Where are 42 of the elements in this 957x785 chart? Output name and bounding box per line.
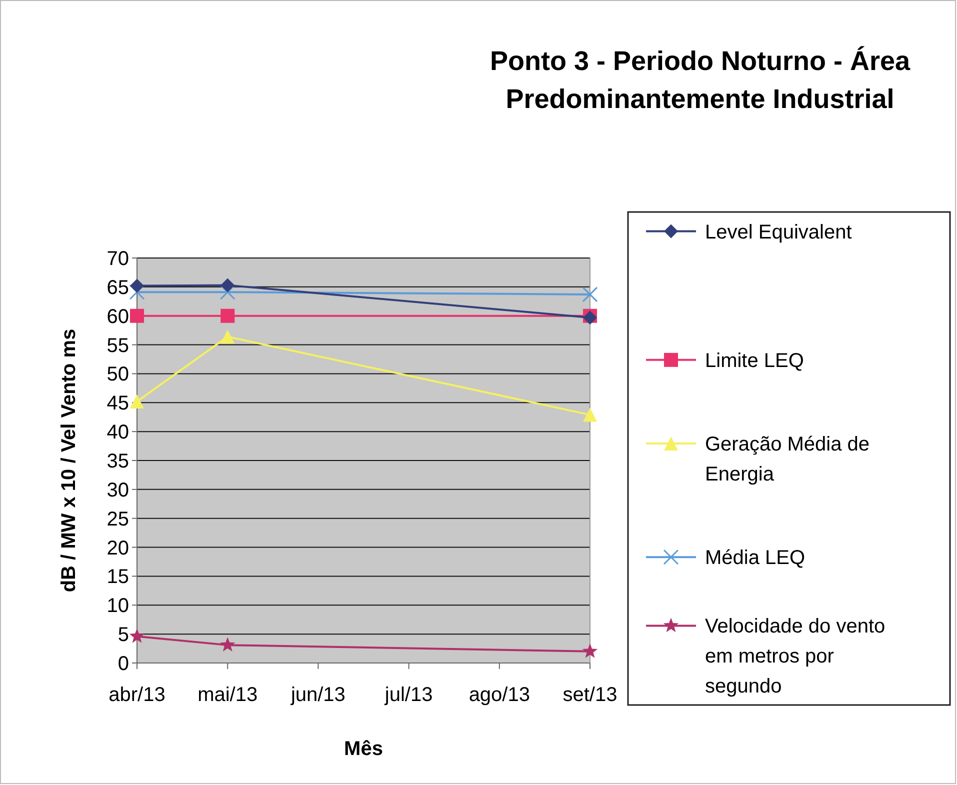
y-axis-title: dB / MW x 10 / Vel Vento ms <box>58 328 80 592</box>
point <box>582 286 598 302</box>
x-axis-title: Mês <box>344 738 383 760</box>
x-tick-label: jul/13 <box>384 684 433 706</box>
legend-label: Level Equivalent <box>705 221 852 244</box>
point <box>129 628 145 643</box>
point <box>582 643 598 658</box>
y-tick-label: 15 <box>106 566 129 588</box>
y-tick-label: 60 <box>106 306 129 328</box>
y-tick-label: 25 <box>106 508 129 530</box>
y-tick-label: 65 <box>106 276 129 299</box>
y-tick-label: 10 <box>106 595 129 618</box>
point <box>583 408 597 422</box>
y-tick-label: 0 <box>118 653 129 675</box>
legend-label: Velocidade do vento em metros por segundo <box>705 616 886 698</box>
y-tick-label: 45 <box>106 392 129 415</box>
point <box>130 278 144 293</box>
x-tick-label: mai/13 <box>198 684 258 706</box>
y-tick-label: 70 <box>106 248 129 270</box>
x-tick-label: set/13 <box>562 684 618 706</box>
legend-label: Limite LEQ <box>705 350 804 372</box>
point <box>130 308 144 323</box>
y-tick-label: 20 <box>106 537 129 560</box>
point <box>220 308 235 323</box>
point <box>220 278 235 292</box>
y-tick-label: 40 <box>106 422 129 444</box>
point <box>220 330 235 344</box>
point <box>129 284 145 300</box>
legend-label: Média LEQ <box>705 547 806 570</box>
y-tick-label: 55 <box>106 334 129 357</box>
y-tick-label: 35 <box>106 450 129 472</box>
x-tick-label: abr/13 <box>108 684 166 706</box>
point <box>220 284 236 300</box>
x-tick-label: ago/13 <box>468 684 530 706</box>
point <box>130 394 144 408</box>
text: Ponto 3 - Periodo Noturno - Área Predominantemente Industrial <box>490 46 911 114</box>
x-tick-label: jun/13 <box>290 684 346 706</box>
y-tick-label: 30 <box>106 479 129 502</box>
y-tick-label: 5 <box>118 624 129 646</box>
y-tick-label: 50 <box>106 364 129 386</box>
legend-label: Geração Média de Energia <box>705 434 870 486</box>
point <box>220 637 236 652</box>
